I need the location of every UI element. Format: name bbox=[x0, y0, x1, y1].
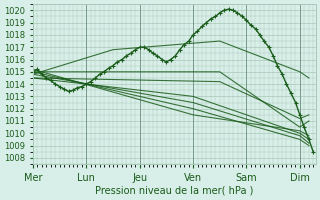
X-axis label: Pression niveau de la mer( hPa ): Pression niveau de la mer( hPa ) bbox=[95, 186, 253, 196]
